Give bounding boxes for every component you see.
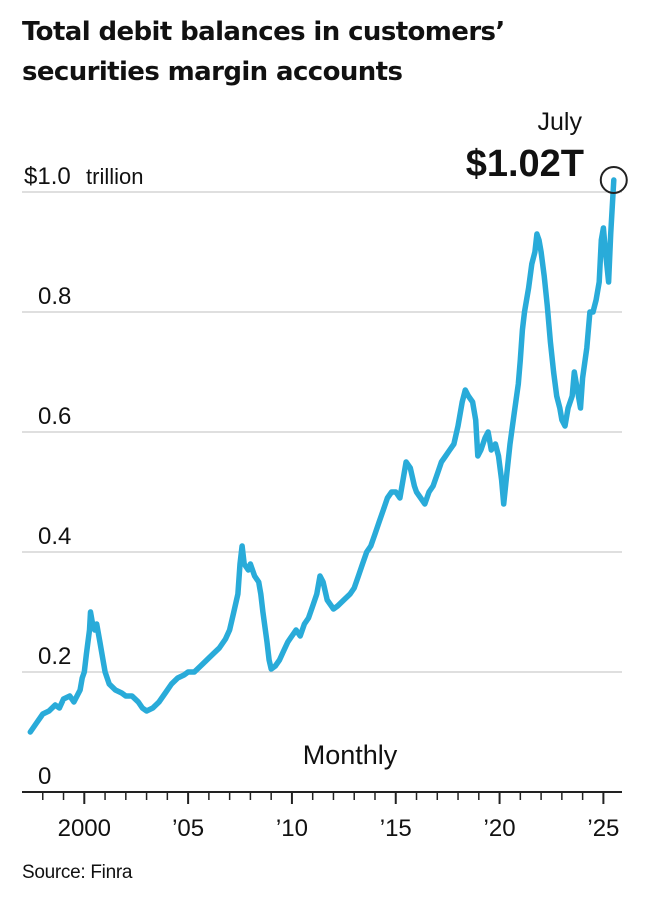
- series-line-total-debit: [27, 177, 617, 735]
- annotation-value: $1.02T: [466, 143, 584, 185]
- y-axis-labels: 0 0.2 0.4 0.6 0.8 $1.0 trillion: [24, 163, 143, 790]
- y-tick-label: 0.2: [38, 643, 71, 670]
- y-tick-label: 0.6: [38, 403, 71, 430]
- x-tick-label: ’05: [172, 815, 204, 842]
- frequency-label: Monthly: [303, 740, 398, 770]
- chart-title-line-2: securities margin accounts: [22, 57, 403, 87]
- x-tick-label: ’20: [484, 815, 516, 842]
- chart-title-line-1: Total debit balances in customers’: [22, 17, 505, 47]
- y-tick-label: 0.4: [38, 523, 71, 550]
- annotation-month: July: [538, 108, 583, 136]
- chart-title: Total debit balances in customers’ secur…: [22, 12, 642, 92]
- y-tick-label: 0: [38, 763, 51, 790]
- x-tick-label: ’25: [587, 815, 619, 842]
- x-axis-ticks: [42, 792, 605, 804]
- y-tick-label: 0.8: [38, 283, 71, 310]
- source-note: Source: Finra: [22, 862, 133, 883]
- x-tick-label: ’15: [380, 815, 412, 842]
- x-tick-label: 2000: [58, 815, 111, 842]
- x-axis-labels: 2000 ’05 ’10 ’15 ’20 ’25: [58, 815, 620, 842]
- y-tick-label: $1.0: [24, 163, 71, 190]
- line-chart: 0 0.2 0.4 0.6 0.8 $1.0 trillion Monthly 2000 ’0…: [22, 108, 628, 842]
- x-tick-label: ’10: [276, 815, 308, 842]
- peak-highlight-circle: [599, 166, 628, 194]
- y-axis-unit-label: trillion: [86, 164, 143, 189]
